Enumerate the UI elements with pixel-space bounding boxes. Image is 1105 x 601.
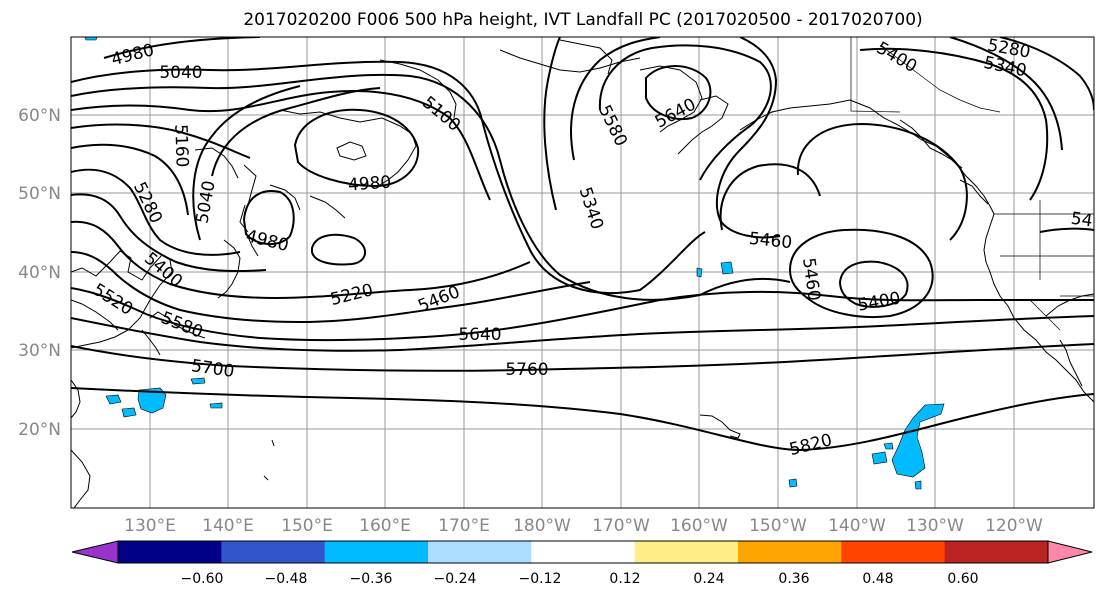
- contour-label: 4980: [347, 173, 392, 196]
- ivt-patch: [137, 387, 167, 414]
- ivt-patch: [720, 261, 734, 275]
- ivt-patch: [914, 480, 922, 490]
- colorbar-tick-label: 0.24: [693, 571, 724, 587]
- colorbar-tick-label: −0.36: [350, 571, 393, 587]
- colorbar-tick-label: −0.12: [519, 571, 562, 587]
- contour-label: 5460: [748, 229, 793, 253]
- contour-label: 5400: [856, 288, 902, 315]
- colorbar-segment: [738, 541, 842, 563]
- ivt-patch: [84, 37, 98, 41]
- lat-label: 60°N: [18, 106, 61, 126]
- colorbar-tick-label: −0.60: [181, 571, 224, 587]
- contour-label: 5040: [192, 179, 219, 225]
- ivt-patch: [891, 403, 945, 478]
- contour-label: 5340: [575, 185, 607, 232]
- lon-label: 140°E: [202, 516, 254, 536]
- political-borders: [850, 37, 1094, 331]
- lon-label: 120°W: [985, 516, 1043, 536]
- lon-label: 170°E: [438, 516, 490, 536]
- colorbar-extend-high: [1048, 541, 1092, 563]
- colorbar-extend-low: [72, 541, 118, 563]
- contour-label: 5040: [159, 63, 202, 83]
- lon-label: 160°W: [670, 516, 728, 536]
- ivt-patch: [209, 402, 223, 409]
- ivt-patch: [121, 407, 137, 418]
- colorbar-frame: [117, 540, 1049, 564]
- contour-label: 5760: [505, 360, 548, 380]
- latitude-labels: 60°N 50°N 40°N 30°N 20°N: [18, 106, 61, 440]
- contour-label: 4980: [244, 226, 291, 256]
- ivt-patch: [883, 442, 894, 450]
- longitude-labels: 130°E 140°E 150°E 160°E 170°E 180°W 170°…: [124, 516, 1043, 536]
- colorbar-tick-label: 0.12: [609, 571, 640, 587]
- contour-label: 5160: [170, 124, 191, 168]
- colorbar-tick-label: 0.60: [947, 571, 978, 587]
- map-title: 2017020200 F006 500 hPa height, IVT Land…: [243, 10, 922, 30]
- contour-label: 5460: [798, 256, 824, 302]
- lon-label: 130°W: [906, 516, 964, 536]
- contour-label: 5640: [458, 325, 501, 345]
- colorbar-segment: [531, 541, 636, 563]
- colorbar-segment: [841, 541, 946, 563]
- colorbar-labels: −0.60 −0.48 −0.36 −0.24 −0.12 0.12 0.24 …: [181, 571, 979, 587]
- colorbar-segment: [118, 541, 222, 563]
- ivt-patch: [696, 267, 703, 278]
- lat-label: 40°N: [18, 263, 61, 283]
- contour-label: 54: [1070, 209, 1094, 232]
- lon-label: 130°E: [124, 516, 176, 536]
- colorbar-tick-label: 0.36: [778, 571, 809, 587]
- lon-label: 180°W: [513, 516, 571, 536]
- contour-label: 5580: [594, 102, 631, 150]
- ivt-patch: [788, 478, 798, 488]
- contour-labels: 4980 5040 5160 5280 5040 4980 4980 5100 …: [89, 37, 1094, 460]
- colorbar-segment: [324, 541, 429, 563]
- ivt-patches: [84, 37, 945, 490]
- colorbar-segment: [944, 541, 1049, 563]
- contour-label: 5400: [873, 38, 920, 77]
- contour-label: 5100: [418, 93, 464, 136]
- lon-label: 150°W: [749, 516, 807, 536]
- colorbar-tick-label: 0.48: [862, 571, 893, 587]
- colorbar: −0.60 −0.48 −0.36 −0.24 −0.12 0.12 0.24 …: [71, 540, 1093, 587]
- colorbar-tick-label: −0.24: [434, 571, 477, 587]
- contour-label: 5700: [190, 356, 236, 382]
- lon-label: 150°E: [281, 516, 333, 536]
- contour-label: 5220: [328, 280, 375, 310]
- lat-label: 20°N: [18, 420, 61, 440]
- lat-label: 30°N: [18, 341, 61, 361]
- lon-label: 140°W: [828, 516, 886, 536]
- colorbar-segments: [72, 541, 1092, 563]
- gridlines: [71, 37, 1094, 508]
- contour-label: 4980: [109, 40, 156, 70]
- coastlines: [71, 39, 1094, 508]
- colorbar-tick-label: −0.48: [265, 571, 308, 587]
- colorbar-segment: [428, 541, 532, 563]
- lon-label: 160°E: [359, 516, 411, 536]
- contour-label: 5640: [652, 95, 700, 133]
- ivt-patch: [190, 377, 206, 385]
- lon-label: 170°W: [592, 516, 650, 536]
- height-contours: [71, 37, 1094, 452]
- ivt-patch: [871, 451, 888, 465]
- contour-label: 5820: [787, 430, 834, 460]
- colorbar-segment: [221, 541, 326, 563]
- map-area: 4980 5040 5160 5280 5040 4980 4980 5100 …: [71, 37, 1094, 508]
- colorbar-segment: [634, 541, 739, 563]
- contour-label: 5280: [129, 179, 166, 227]
- ivt-patch: [105, 394, 122, 405]
- lat-label: 50°N: [18, 184, 61, 204]
- map-frame: [70, 36, 1095, 509]
